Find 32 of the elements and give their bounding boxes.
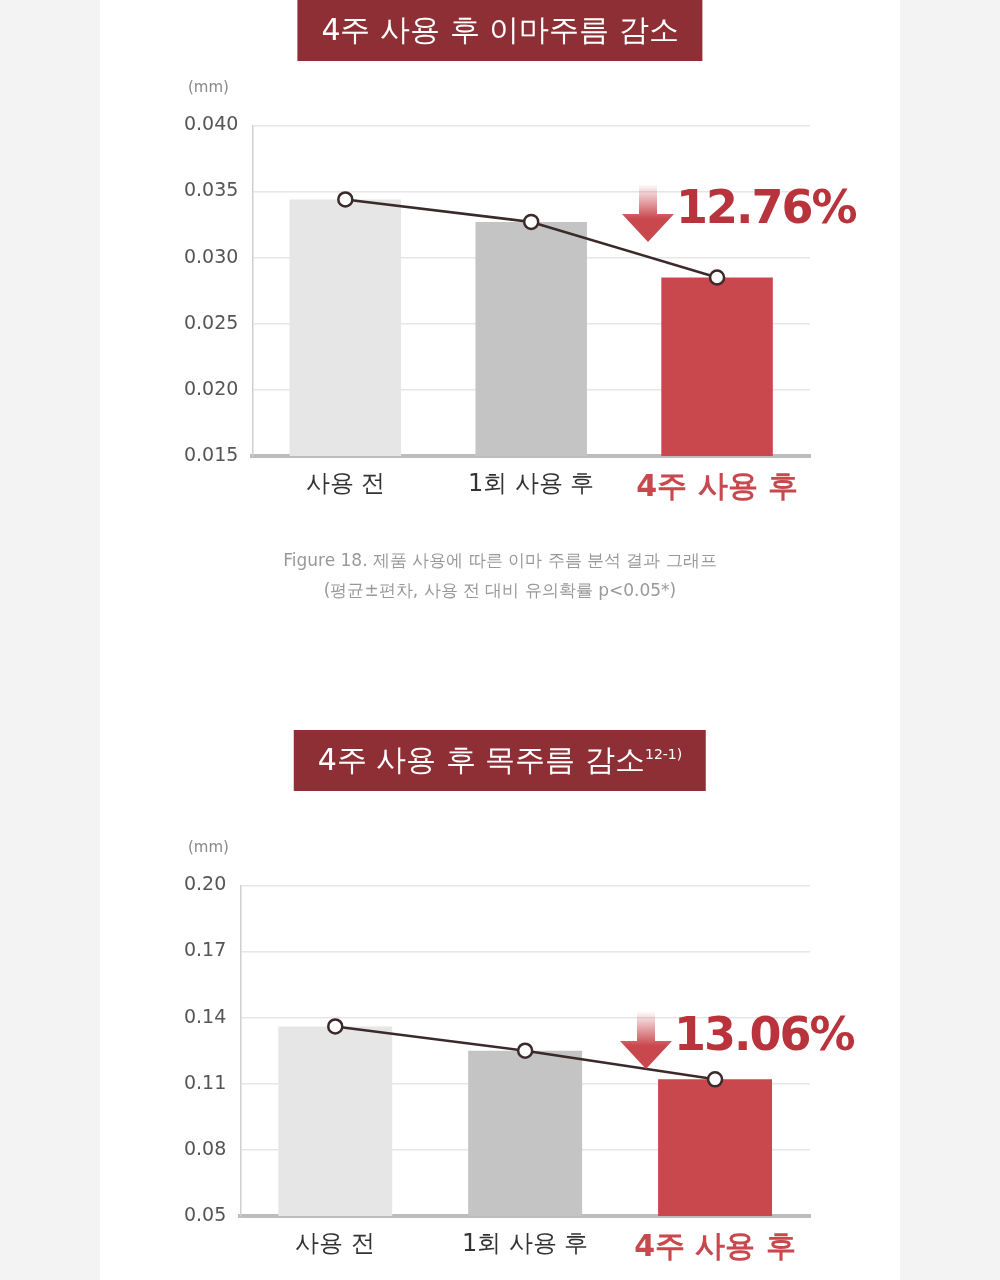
y-tick-label: 0.020 — [183, 376, 239, 399]
y-tick-label: 0.035 — [183, 178, 239, 201]
x-tick-label: 1회 사용 후 — [461, 1228, 589, 1257]
x-tick-label: 사용 전 — [305, 468, 386, 497]
y-tick-label: 0.11 — [183, 1070, 227, 1093]
text: (평균±편차, 사용 전 대비 유의확률 p<0.05*) — [323, 580, 677, 600]
chart-title: 4주 사용 후 목주름 감소$^{12-1)}$ — [293, 730, 707, 791]
point — [516, 1042, 534, 1059]
point — [327, 1018, 344, 1035]
y-tick-label: 0.17 — [183, 938, 227, 961]
point — [337, 191, 354, 208]
y-tick-label: 0.025 — [183, 310, 239, 333]
y-tick-label: 0.05 — [183, 1202, 227, 1225]
chart-title: 4주 사용 후 이마주름 감소 — [297, 0, 703, 61]
y-axis-title: (mm) — [188, 838, 229, 856]
point — [522, 213, 540, 231]
y-tick-label: 0.040 — [183, 112, 239, 135]
point — [706, 1071, 724, 1088]
annotation: 13.06% — [674, 1007, 854, 1062]
x-tick-label: 4주 사용 후 — [634, 1227, 796, 1263]
x-tick-label: 4주 사용 후 — [636, 467, 798, 503]
y-tick-label: 0.015 — [183, 442, 239, 465]
y-tick-label: 0.20 — [183, 872, 227, 895]
x-tick-label: 1회 사용 후 — [467, 468, 595, 497]
y-tick-label: 0.030 — [183, 244, 239, 267]
x-tick-label: 사용 전 — [295, 1228, 376, 1257]
y-tick-label: 0.14 — [183, 1004, 227, 1027]
y-tick-label: 0.08 — [183, 1136, 227, 1159]
y-axis-title: (mm) — [188, 78, 229, 96]
caption: Figure 18. 제품 사용에 따른 이마 주름 분석 결과 그래프 — [283, 550, 717, 570]
annotation: 12.76% — [676, 180, 856, 235]
point — [708, 269, 726, 286]
